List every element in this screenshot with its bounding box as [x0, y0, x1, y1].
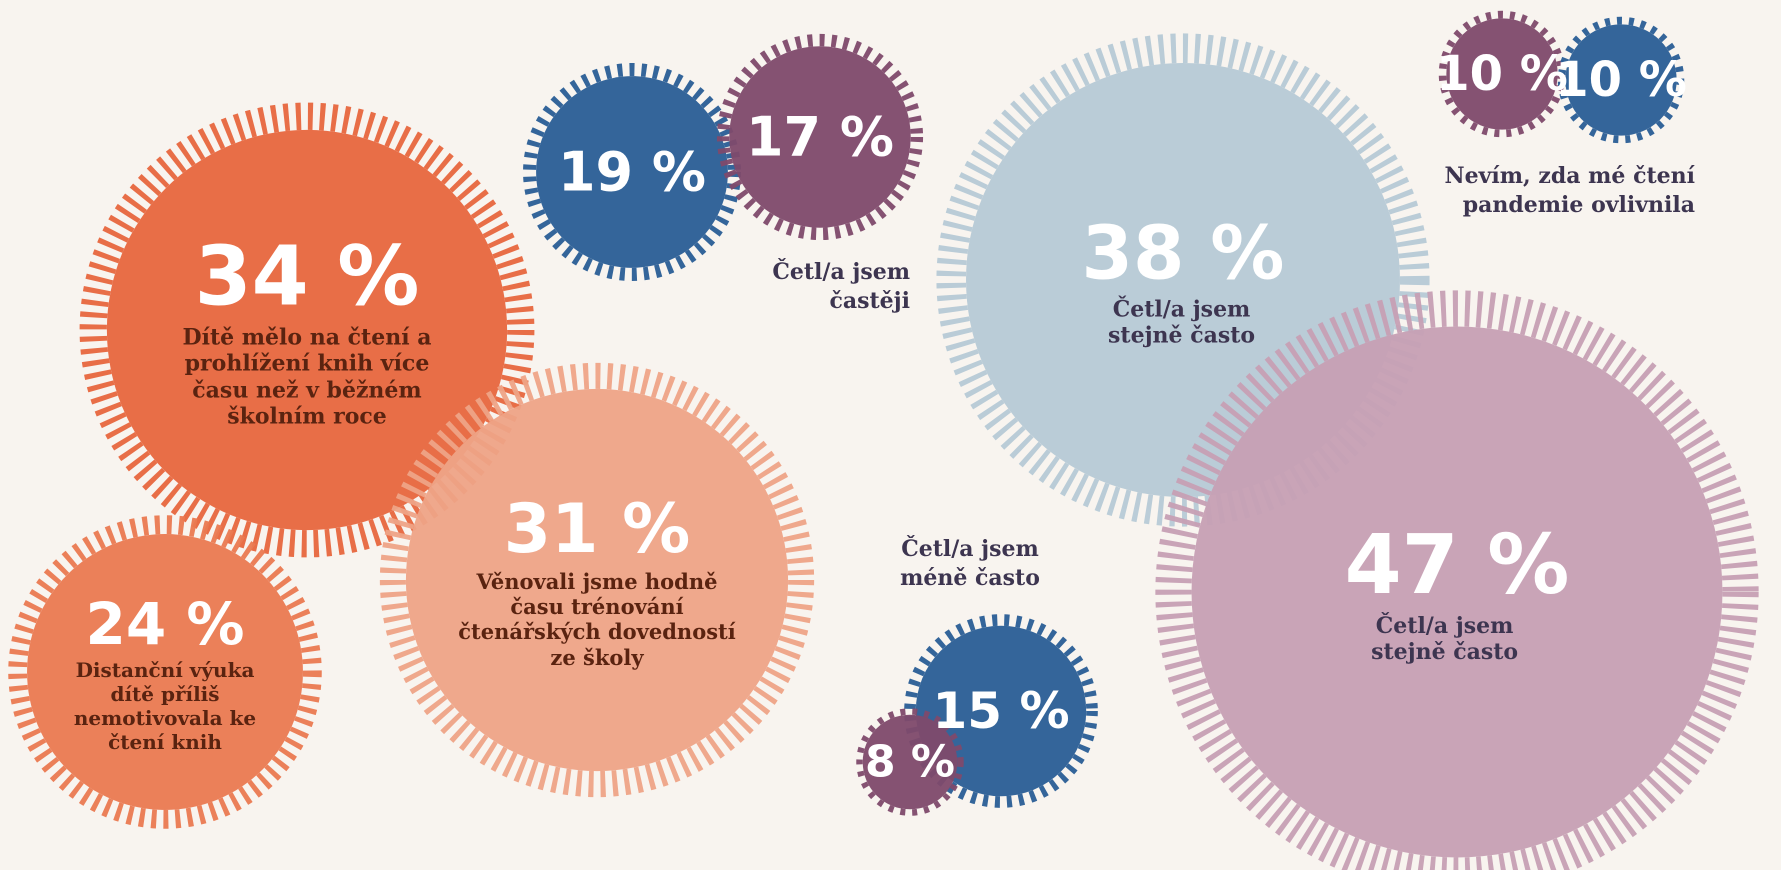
- bubble-body: [536, 76, 728, 268]
- bubble-label: 24 % Distanční výuka dítě příliš nemotivo…: [60, 590, 270, 754]
- bubble: [904, 614, 1098, 808]
- bubble-spikes: [856, 708, 964, 816]
- caption: Četl/a jsem častěji: [772, 259, 910, 314]
- percent: 15 %: [932, 682, 1070, 740]
- bubble-label: 19 %: [558, 141, 706, 204]
- caption: Nevím, zda mé čtení pandemie ovlivnila: [1444, 163, 1695, 218]
- bubble: [856, 708, 964, 816]
- bubble-body: [1565, 24, 1677, 136]
- bubble-spikes: [8, 515, 322, 829]
- bubble-body: [106, 129, 508, 531]
- bubble-label: 10 %: [1555, 52, 1687, 108]
- bubble-body: [1446, 18, 1558, 130]
- bubble-spikes: [936, 33, 1430, 527]
- bubble-label: 15 %: [932, 682, 1069, 740]
- bubble: [379, 362, 815, 798]
- bubble-spikes: [79, 102, 535, 558]
- percent: 47 %: [1344, 518, 1570, 614]
- bubble: [716, 33, 924, 241]
- bubble-label: 10 %: [1436, 46, 1568, 102]
- bubble-body: [405, 388, 789, 772]
- caption: Četl/a jsem méně často: [900, 536, 1040, 591]
- bubble-label: 34 % Dítě mělo na čtení a prohlížení knih…: [157, 230, 457, 431]
- bubble: [79, 102, 535, 558]
- percent: 10 %: [1555, 52, 1687, 108]
- bubble-text: Četl/a jsem stejně často: [1108, 296, 1256, 349]
- percent: 19 %: [557, 140, 707, 204]
- bubble-body: [915, 625, 1087, 797]
- percent: 38 %: [1081, 210, 1285, 297]
- bubble: [1155, 290, 1759, 870]
- bubble-spikes: [1557, 16, 1685, 144]
- percent: 31 %: [503, 490, 691, 570]
- bubble: [8, 515, 322, 829]
- percent: 17 %: [745, 105, 895, 169]
- percent: 24 %: [85, 590, 245, 658]
- bubble-text: Distanční výuka dítě příliš nemotivovala…: [73, 658, 257, 754]
- bubble-body: [27, 534, 303, 810]
- bubble-label: 17 %: [746, 106, 894, 169]
- bubble-label: 31 % Věnovali jsme hodně času trénování č…: [447, 490, 747, 670]
- bubble-text: Četl/a jsem stejně často: [1371, 613, 1519, 666]
- bubble-label: 38 % Četl/a jsem stejně často: [1082, 211, 1285, 350]
- bubble-spikes: [1155, 290, 1759, 870]
- percent: 10 %: [1436, 46, 1568, 102]
- percent: 34 %: [194, 229, 420, 325]
- bubble-label: 47 % Četl/a jsem stejně často: [1345, 518, 1570, 666]
- bubble-body: [1191, 326, 1723, 858]
- bubble-spikes: [379, 362, 815, 798]
- bubble-text: Dítě mělo na čtení a prohlížení knih víc…: [182, 324, 432, 430]
- bubble-label: 8 %: [865, 737, 955, 788]
- bubble-body: [862, 714, 958, 810]
- bubble-body: [729, 46, 911, 228]
- bubble: [1557, 16, 1685, 144]
- percent: 8 %: [864, 736, 956, 788]
- bubble-text: Věnovali jsme hodně času trénování čtená…: [458, 569, 736, 670]
- bubble-spikes: [904, 614, 1098, 808]
- bubble-spikes: [716, 33, 924, 241]
